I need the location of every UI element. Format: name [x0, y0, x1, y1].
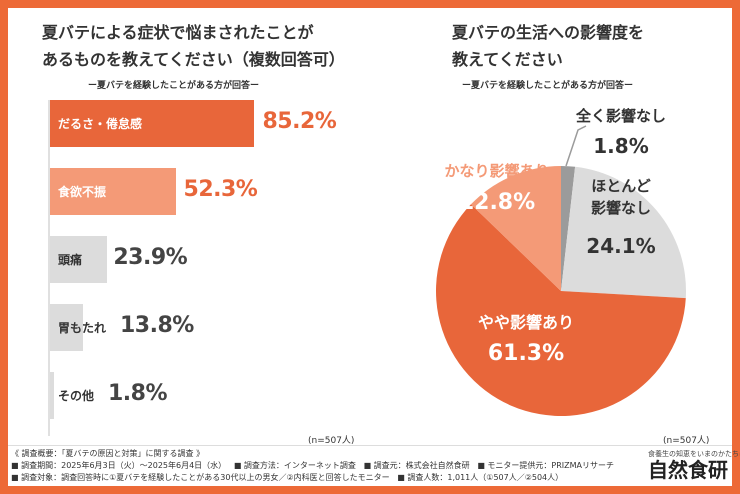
- bar-4: [50, 372, 55, 419]
- survey-period: ■ 調査期間：2025年6月3日（火）～2025年6月4日（水）: [11, 461, 227, 470]
- brand-tagline: 食養生の知恵をいまのかたちに: [648, 450, 740, 458]
- right-chart-n-note: (n=507人): [663, 436, 710, 446]
- bar-label-2: 頭痛: [58, 253, 83, 267]
- pie-label-2-line-0: やや影響あり: [478, 313, 574, 332]
- bar-label-3: 胃もたれ: [58, 321, 107, 335]
- right-chart-title-line2: 教えてください: [452, 50, 563, 69]
- bar-value-2: 23.9%: [113, 245, 188, 270]
- bar-axis-line: [48, 100, 50, 436]
- pie-slice-1: [561, 166, 686, 299]
- survey-monitor-provider: ■ モニター提供元：PRIZMAリサーチ: [477, 461, 615, 470]
- survey-method: ■ 調査方法：インターネット調査: [233, 461, 356, 470]
- pie-label-0-line-0: 全く影響なし: [575, 107, 666, 125]
- survey-count: ■ 調査人数：1,011人（①507人／②504人）: [397, 473, 564, 482]
- bar-value-0: 85.2%: [262, 109, 337, 134]
- left-chart-title-line1: 夏バテによる症状で悩まされたことが: [42, 23, 314, 42]
- bar-value-1: 52.3%: [183, 177, 258, 202]
- bar-label-4: その他: [58, 389, 95, 403]
- footer-divider: [8, 445, 732, 446]
- infographic-card: 夏バテによる症状で悩まされたことが あるものを教えてください（複数回答可） ー夏…: [8, 8, 740, 486]
- bar-3: [50, 304, 84, 351]
- right-chart-title-line1: 夏バテの生活への影響度を: [452, 23, 645, 42]
- bar-value-3: 13.8%: [120, 313, 194, 338]
- left-chart-n-note: (n=507人): [308, 436, 355, 446]
- pie-slice-3: [470, 166, 561, 291]
- left-chart-title-line2: あるものを教えてください（複数回答可）: [42, 50, 345, 69]
- pie-value-3: 12.8%: [459, 190, 535, 215]
- pie-leader-line: [565, 125, 587, 167]
- pie-value-2: 61.3%: [488, 341, 564, 366]
- bar-label-1: 食欲不振: [58, 185, 107, 199]
- bar-1: [50, 168, 176, 215]
- left-chart-subtitle: ー夏バテを経験したことがある方が回答ー: [88, 81, 260, 91]
- survey-line2: ■ 調査対象：調査回答時に①夏バテを経験したことがある30代以上の男女／②内科医…: [11, 472, 563, 483]
- pie-label-1-line-0: ほとんど: [591, 177, 651, 195]
- pie-value-1: 24.1%: [586, 234, 655, 258]
- survey-target: ■ 調査対象：調査回答時に①夏バテを経験したことがある30代以上の男女／②内科医…: [11, 473, 390, 482]
- survey-heading: 《 調査概要：「夏バテの原因と対策」に関する調査 》: [11, 449, 205, 458]
- survey-source: ■ 調査元：株式会社自然食研: [363, 461, 470, 470]
- pie-value-0: 1.8%: [593, 134, 648, 158]
- bar-label-0: だるさ・倦怠感: [58, 117, 143, 131]
- brand-logo: 自然食研: [648, 458, 728, 482]
- pie-slice-0: [561, 166, 576, 291]
- bar-2: [50, 236, 108, 283]
- bar-value-4: 1.8%: [108, 381, 168, 406]
- pie-label-3-line-0: かなり影響あり: [444, 162, 549, 180]
- bar-0: [50, 100, 255, 147]
- right-chart-subtitle: ー夏バテを経験したことがある方が回答ー: [462, 81, 634, 91]
- pie-slice-2: [436, 204, 686, 416]
- pie-label-1-line-1: 影響なし: [591, 199, 651, 217]
- survey-line1: ■ 調査期間：2025年6月3日（火）～2025年6月4日（水） ■ 調査方法：…: [11, 460, 614, 471]
